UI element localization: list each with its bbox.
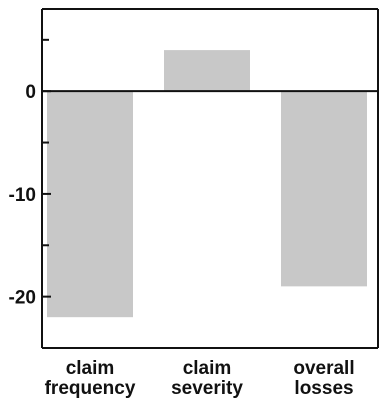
y-tick-label: -10 <box>9 185 36 206</box>
bar-2 <box>281 91 367 287</box>
bars-layer <box>47 50 367 318</box>
y-tick-label: -20 <box>9 288 36 309</box>
x-category-label: overall losses <box>293 358 354 399</box>
bar-1 <box>164 50 250 92</box>
x-category-label-line: overall <box>293 358 354 379</box>
x-category-label-line: claim <box>183 358 232 379</box>
y-tick-label: 0 <box>25 82 36 103</box>
bar-0 <box>47 91 133 318</box>
x-category-label-line: frequency <box>45 378 136 399</box>
x-category-label: claim frequency <box>45 358 136 399</box>
y-tick-labels-layer: 0 -10 -20 <box>9 82 36 308</box>
x-category-label-line: claim <box>66 358 115 379</box>
x-category-label: claim severity <box>171 358 243 399</box>
x-category-label-line: severity <box>171 378 243 399</box>
x-category-label-line: losses <box>294 378 353 399</box>
